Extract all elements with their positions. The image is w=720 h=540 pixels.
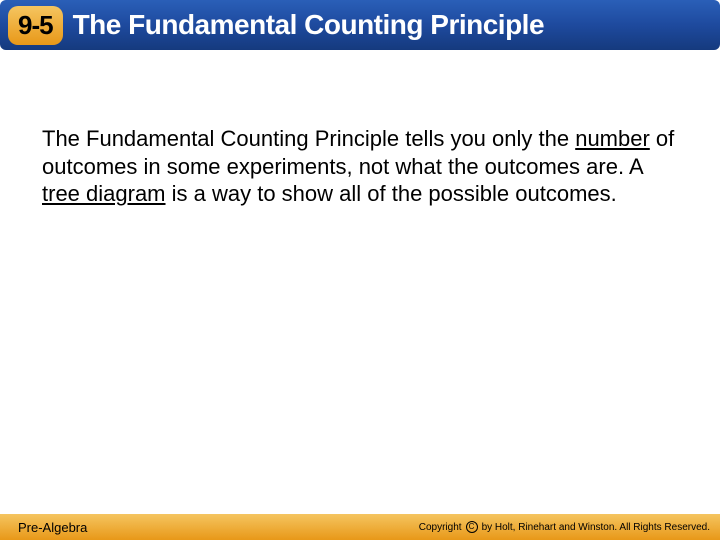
section-number-badge: 9-5 <box>8 6 63 45</box>
page-title: The Fundamental Counting Principle <box>73 9 544 41</box>
body-content: The Fundamental Counting Principle tells… <box>0 50 720 208</box>
copyright-holder: by Holt, Rinehart and Winston. All Right… <box>482 522 710 533</box>
copyright-label: Copyright <box>419 522 462 533</box>
footer-course-label: Pre-Algebra <box>18 520 87 535</box>
underlined-term-tree-diagram: tree diagram <box>42 181 166 206</box>
body-text-suffix: is a way to show all of the possible out… <box>166 181 617 206</box>
body-paragraph: The Fundamental Counting Principle tells… <box>42 125 678 208</box>
footer-bar: Pre-Algebra Copyright C by Holt, Rinehar… <box>0 514 720 540</box>
header-bar: 9-5 The Fundamental Counting Principle <box>0 0 720 50</box>
footer-copyright: Copyright C by Holt, Rinehart and Winsto… <box>419 521 710 533</box>
copyright-icon: C <box>466 521 478 533</box>
underlined-term-number: number <box>575 126 650 151</box>
body-text-prefix: The Fundamental Counting Principle tells… <box>42 126 575 151</box>
